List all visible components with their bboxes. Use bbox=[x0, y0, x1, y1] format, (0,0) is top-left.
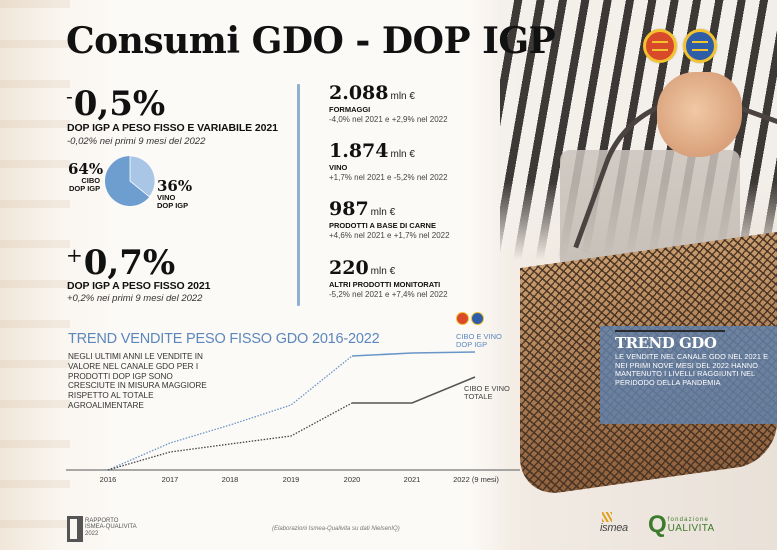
trend-gdo-box: TREND GDO LE VENDITE NEL CANALE GDO NEL … bbox=[600, 326, 777, 424]
dop-seal-icon bbox=[643, 29, 677, 63]
rapporto-logo: RAPPORTO ISMEA-QUALIVITA 2022 bbox=[67, 516, 137, 542]
pie-vino-label: VINO DOP IGP bbox=[157, 193, 189, 210]
hand-image bbox=[657, 72, 742, 157]
legend-seals bbox=[456, 312, 484, 325]
page-title: Consumi GDO - DOP IGP bbox=[66, 20, 556, 62]
legend-totale: CIBO E VINO TOTALE bbox=[464, 384, 510, 402]
stat-dop-igp-fisso: +0,7% bbox=[66, 243, 176, 283]
ismea-logo: ismea bbox=[600, 522, 628, 534]
series-totale-solid bbox=[352, 376, 476, 404]
dop-seal-icon bbox=[456, 312, 469, 325]
pie-vino-pct: 36% bbox=[157, 177, 193, 195]
stat-carne: 987 mln € PRODOTTI A BASE DI CARNE +4,6% … bbox=[329, 198, 450, 241]
series-dop-solid bbox=[351, 351, 476, 357]
trend-box-title: TREND GDO bbox=[615, 334, 717, 352]
x-label: 2021 bbox=[403, 475, 421, 484]
quality-seals bbox=[643, 29, 717, 63]
background-shelf bbox=[0, 0, 70, 550]
stat-altri: 220 mln € ALTRI PRODOTTI MONITORATI -5,2%… bbox=[329, 257, 448, 300]
stat2-label: DOP IGP A PESO FISSO 2021 bbox=[67, 280, 211, 292]
stat-vino: 1.874 mln € VINO +1,7% nel 2021 e -5,2% n… bbox=[329, 140, 448, 183]
qualivita-logo: Q fondazione UALIVITA bbox=[648, 511, 715, 538]
pie-cibo-label: CIBO DOP IGP bbox=[69, 176, 101, 193]
igp-seal-icon bbox=[471, 312, 484, 325]
rapporto-mark-icon bbox=[67, 516, 83, 542]
stat-dop-igp-total: -0,5% bbox=[66, 84, 166, 124]
stat1-note: -0,02% nei primi 9 mesi del 2022 bbox=[67, 136, 206, 147]
stat-formaggi: 2.088 mln € FORMAGGI -4,0% nel 2021 e +2,… bbox=[329, 82, 448, 125]
legend-dop-igp: CIBO E VINO DOP IGP bbox=[456, 332, 502, 350]
stat2-note: +0,2% nei primi 9 mesi del 2022 bbox=[67, 293, 203, 304]
series-totale-dotted bbox=[107, 402, 353, 471]
trend-box-rule bbox=[615, 330, 725, 332]
chart-title: TREND VENDITE PESO FISSO GDO 2016-2022 bbox=[68, 331, 380, 347]
x-label: 2017 bbox=[161, 475, 179, 484]
x-label: 2018 bbox=[221, 475, 239, 484]
igp-seal-icon bbox=[683, 29, 717, 63]
pie-cibo-pct: 64% bbox=[68, 160, 104, 178]
background-left bbox=[0, 0, 520, 550]
vertical-divider bbox=[297, 84, 300, 306]
x-label: 2020 bbox=[343, 475, 361, 484]
pie-chart bbox=[105, 155, 156, 206]
chart-note: NEGLI ULTIMI ANNI LE VENDITE IN VALORE N… bbox=[68, 352, 207, 410]
source-note: (Elaborazioni Ismea-Qualivita su dati Ni… bbox=[272, 526, 400, 532]
x-label: 2019 bbox=[282, 475, 300, 484]
x-label: 2022 (9 mesi) bbox=[453, 475, 499, 484]
trend-box-text: LE VENDITE NEL CANALE GDO NEL 2021 E NEI… bbox=[615, 351, 769, 387]
x-label: 2016 bbox=[99, 475, 117, 484]
series-dop-dotted bbox=[107, 355, 353, 471]
stat1-label: DOP IGP A PESO FISSO E VARIABILE 2021 bbox=[67, 122, 278, 134]
ismea-logo-icon bbox=[602, 512, 612, 522]
